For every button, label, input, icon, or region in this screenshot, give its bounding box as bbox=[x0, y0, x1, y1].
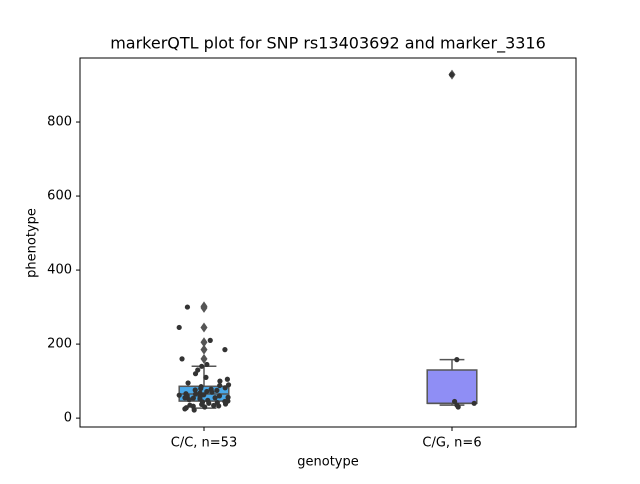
strip-point bbox=[224, 376, 230, 382]
box bbox=[426, 369, 478, 405]
x-axis-label: genotype bbox=[297, 455, 358, 470]
strip-point bbox=[199, 363, 205, 369]
strip-point bbox=[209, 389, 215, 395]
strip-point bbox=[222, 401, 229, 407]
strip-point bbox=[222, 385, 228, 391]
strip-point bbox=[198, 385, 204, 392]
strip-point bbox=[222, 347, 228, 353]
y-tick-label: 200 bbox=[47, 337, 72, 352]
strip-point bbox=[204, 361, 210, 368]
strip-point bbox=[454, 357, 460, 363]
strip-point bbox=[191, 407, 197, 413]
strip-point bbox=[216, 393, 223, 399]
strip-point bbox=[185, 380, 191, 386]
strip-point bbox=[202, 404, 208, 410]
strip-point bbox=[192, 387, 198, 393]
strip-point bbox=[214, 387, 220, 393]
chart-title: markerQTL plot for SNP rs13403692 and ma… bbox=[110, 34, 546, 54]
strip-point bbox=[451, 398, 458, 405]
x-tick-label: C/G, n=6 bbox=[422, 436, 481, 451]
flier bbox=[200, 344, 208, 355]
strip-point bbox=[454, 402, 460, 408]
strip-point bbox=[211, 402, 217, 409]
x-tick-label: C/C, n=53 bbox=[171, 436, 237, 451]
strip-point bbox=[203, 374, 209, 381]
flier bbox=[200, 337, 208, 348]
y-tick-label: 800 bbox=[47, 115, 72, 130]
y-axis-label: phenotype bbox=[25, 208, 40, 278]
strip-point bbox=[225, 394, 231, 400]
strip-point bbox=[176, 324, 182, 331]
strip-point bbox=[192, 371, 199, 377]
strip-point bbox=[207, 337, 213, 343]
plot-frame bbox=[79, 57, 577, 428]
strip-point bbox=[190, 395, 196, 401]
flier bbox=[200, 353, 208, 364]
strip-point bbox=[176, 392, 182, 398]
strip-point bbox=[192, 391, 199, 397]
strip-point bbox=[217, 382, 223, 389]
strip-point bbox=[448, 72, 455, 78]
strip-point bbox=[186, 397, 192, 403]
strip-point bbox=[184, 304, 191, 310]
y-tick-label: 0 bbox=[64, 411, 72, 426]
flier bbox=[200, 322, 208, 333]
flier bbox=[200, 302, 208, 313]
strip-point bbox=[216, 403, 222, 409]
y-tick-label: 600 bbox=[47, 189, 72, 204]
strip-point bbox=[225, 382, 232, 388]
strip-point bbox=[182, 395, 188, 401]
y-tick-label: 400 bbox=[47, 263, 72, 278]
strip-point bbox=[212, 395, 218, 401]
strip-point bbox=[206, 400, 212, 406]
strip-point bbox=[217, 378, 223, 384]
strip-point bbox=[182, 406, 188, 412]
strip-point bbox=[179, 356, 185, 362]
strip-point bbox=[471, 400, 477, 406]
strip-point bbox=[204, 388, 210, 395]
